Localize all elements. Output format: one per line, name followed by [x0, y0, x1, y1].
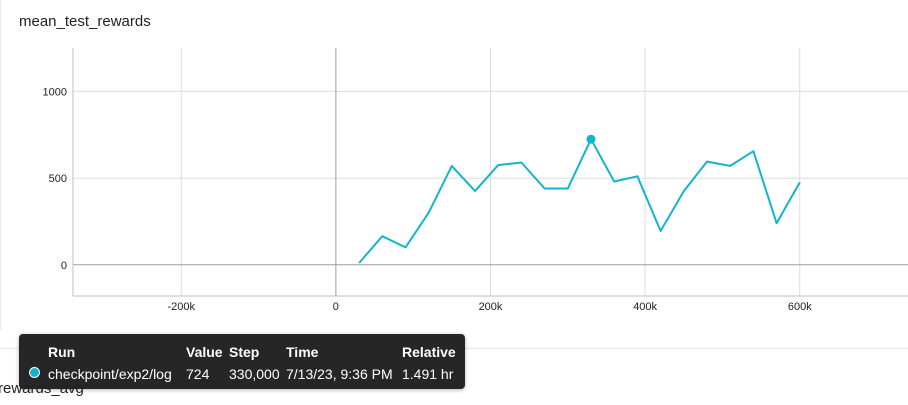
data-point[interactable]	[774, 221, 779, 226]
series-line	[358, 138, 801, 264]
line-chart[interactable]: -200k 0 200k 400k 600k 0 500 1000	[0, 0, 908, 330]
data-point[interactable]	[426, 210, 431, 215]
data-point[interactable]	[496, 163, 501, 168]
y-tick-label: 1000	[43, 86, 67, 98]
series	[357, 134, 802, 266]
tooltip-time: 7/13/23, 9:36 PM	[286, 366, 393, 382]
tooltip-header-time: Time	[286, 344, 319, 360]
tooltip-header-step: Step	[229, 344, 260, 360]
data-point[interactable]	[658, 228, 663, 233]
tooltip-value: 724	[186, 366, 210, 382]
data-point[interactable]	[473, 189, 478, 194]
data-point[interactable]	[519, 160, 524, 165]
tick-labels: -200k 0 200k 400k 600k 0 500 1000	[43, 86, 813, 313]
data-point[interactable]	[380, 234, 385, 239]
x-tick-label: 400k	[633, 301, 657, 313]
card-edge	[0, 0, 1, 330]
data-point[interactable]	[612, 179, 617, 184]
chart-title: mean_test_rewards	[19, 13, 151, 30]
x-tick-label: -200k	[167, 301, 195, 313]
x-tick-label: 0	[333, 301, 339, 313]
data-tooltip: Run Value Step Time Relative checkpoint/…	[19, 334, 465, 389]
next-chart-title: rewards_avg	[0, 380, 84, 397]
y-tick-label: 0	[61, 260, 67, 272]
data-point[interactable]	[751, 149, 756, 154]
y-tick-label: 500	[49, 173, 67, 185]
x-tick-label: 600k	[788, 301, 812, 313]
data-point[interactable]	[635, 174, 640, 179]
data-point[interactable]	[704, 159, 709, 164]
chart-card: mean_test_rewards -200k 0 200k 400k 600k 0 500…	[0, 0, 908, 349]
data-point[interactable]	[357, 261, 362, 266]
axes	[72, 48, 908, 297]
data-point[interactable]	[542, 186, 547, 191]
data-point[interactable]	[565, 186, 570, 191]
grid	[73, 48, 908, 296]
data-point[interactable]	[797, 180, 802, 185]
run-color-dot	[29, 367, 40, 378]
tooltip-header-run: Run	[48, 344, 76, 360]
highlighted-point	[586, 134, 596, 144]
data-point[interactable]	[449, 163, 454, 168]
data-point[interactable]	[403, 245, 408, 250]
tooltip-header-value: Value	[186, 344, 223, 360]
tooltip-run: checkpoint/exp2/log	[48, 366, 172, 382]
x-tick-label: 200k	[479, 301, 503, 313]
tooltip-step: 330,000	[229, 366, 280, 382]
tooltip-relative: 1.491 hr	[402, 366, 454, 382]
data-point[interactable]	[681, 189, 686, 194]
tooltip-header-relative: Relative	[402, 344, 456, 360]
data-point[interactable]	[728, 163, 733, 168]
